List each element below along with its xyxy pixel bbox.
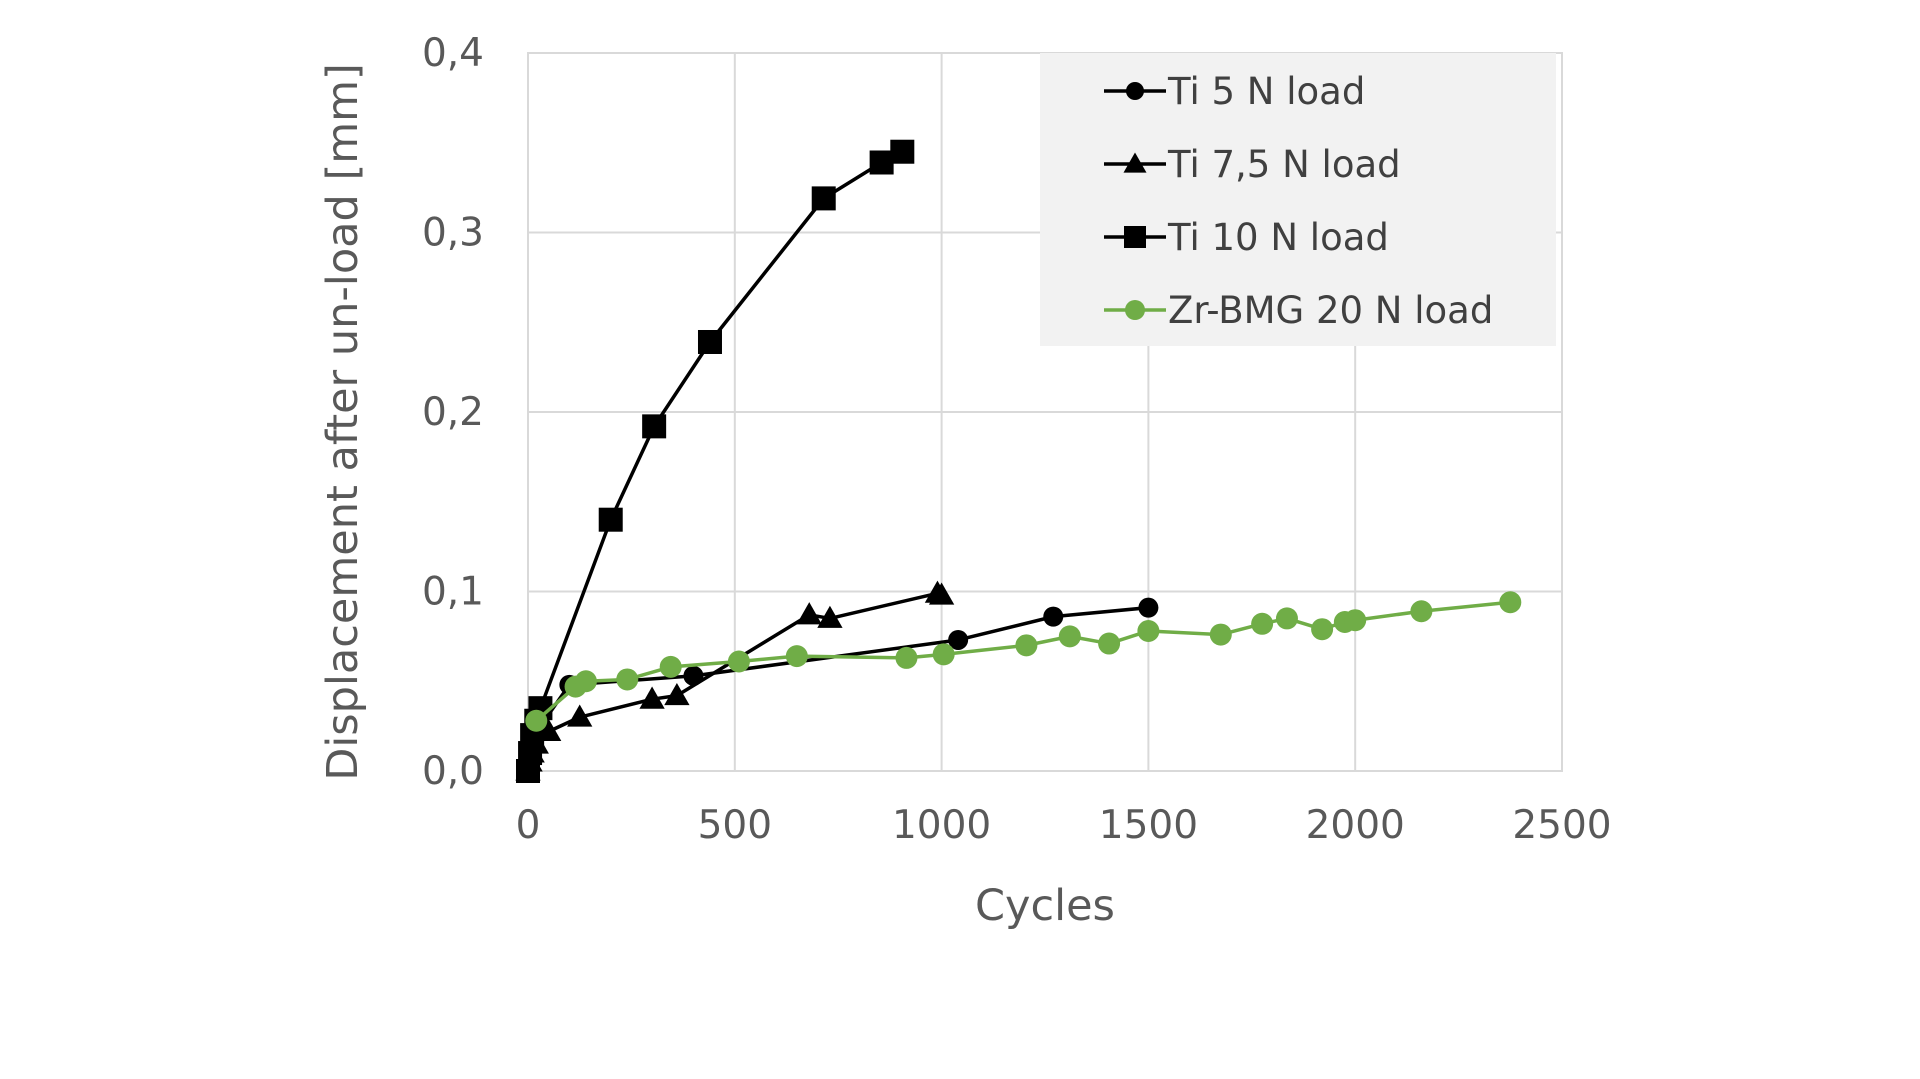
legend-item: Ti 10 N load [1104, 216, 1389, 259]
data-point [1209, 623, 1232, 646]
x-tick-label: 0 [516, 803, 541, 848]
data-point [1499, 591, 1522, 614]
data-point [1138, 597, 1159, 618]
legend: Ti 5 N load Ti 7,5 N load Ti 10 N load Zr-B… [1040, 53, 1556, 346]
legend-label: Zr-BMG 20 N load [1168, 289, 1493, 332]
y-tick-label: 0,2 [422, 390, 484, 435]
y-axis-ticks: 0,0 0,1 0,2 0,3 0,4 [422, 31, 484, 794]
data-point [869, 150, 894, 175]
legend-label: Ti 10 N load [1167, 216, 1389, 259]
data-point [895, 646, 918, 669]
data-point [1123, 152, 1147, 173]
data-point [1344, 609, 1367, 632]
data-point [664, 682, 690, 706]
series-layer [515, 139, 1522, 783]
y-tick-label: 0,0 [422, 749, 484, 794]
series-4 [525, 591, 1522, 732]
data-point [817, 605, 843, 628]
data-point [567, 704, 593, 727]
data-point [1124, 226, 1146, 248]
x-tick-label: 2000 [1306, 803, 1405, 848]
data-point [697, 329, 722, 354]
data-point [616, 668, 639, 691]
data-point [1251, 612, 1274, 635]
y-tick-label: 0,3 [422, 211, 484, 256]
data-point [1043, 606, 1064, 627]
data-point [1098, 632, 1121, 655]
data-point [932, 643, 955, 666]
data-point [1137, 619, 1160, 642]
legend-item: Zr-BMG 20 N load [1104, 289, 1493, 332]
data-point [1125, 300, 1145, 320]
data-point [1275, 607, 1298, 630]
y-tick-label: 0,1 [422, 570, 484, 615]
data-point [525, 709, 548, 732]
y-axis-title: Displacement after un-load [mm] [318, 63, 368, 781]
y-tick-label: 0,4 [422, 31, 484, 76]
legend-background [1040, 53, 1556, 346]
data-point [1311, 618, 1334, 641]
x-tick-label: 1500 [1099, 803, 1198, 848]
data-point [811, 186, 836, 211]
data-point [928, 582, 955, 605]
legend-label: Ti 5 N load [1167, 70, 1365, 113]
series-line [526, 605, 1149, 772]
x-tick-label: 2500 [1512, 803, 1611, 848]
data-point [785, 645, 808, 668]
data-point [639, 686, 665, 709]
data-point [574, 670, 597, 693]
legend-item: Ti 5 N load [1104, 70, 1365, 113]
data-point [1126, 82, 1144, 100]
x-axis-ticks: 0 500 1000 1500 2000 2500 [516, 803, 1612, 848]
data-point [890, 139, 915, 164]
data-point [642, 414, 667, 439]
data-point [598, 507, 623, 532]
data-point [727, 650, 750, 673]
x-tick-label: 1000 [892, 803, 991, 848]
data-point [659, 655, 682, 678]
x-axis-title: Cycles [975, 881, 1115, 931]
data-point [948, 629, 969, 650]
data-point [796, 602, 822, 625]
legend-item: Ti 7,5 N load [1104, 143, 1401, 186]
data-point [1410, 600, 1433, 623]
x-tick-label: 500 [698, 803, 772, 848]
data-point [1058, 625, 1081, 648]
data-point [1015, 634, 1038, 657]
legend-label: Ti 7,5 N load [1167, 143, 1401, 186]
